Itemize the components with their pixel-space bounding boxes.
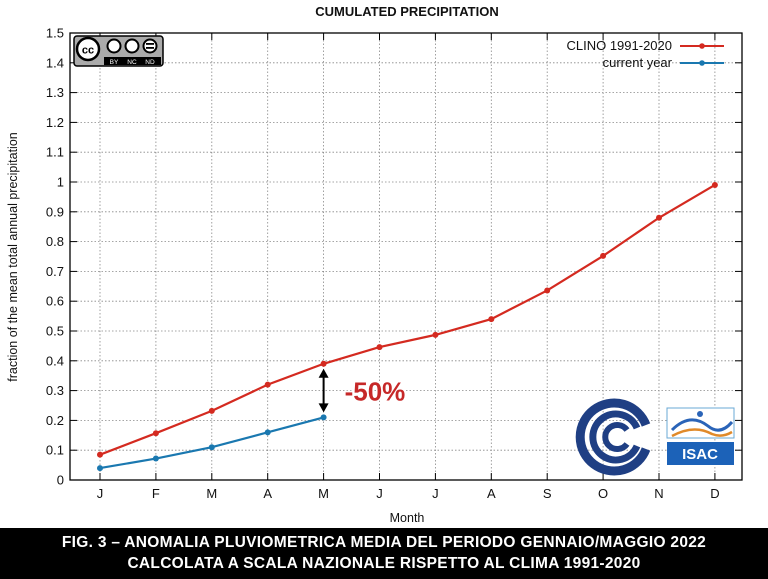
legend-label-clino: CLINO 1991-2020	[566, 38, 672, 53]
data-point-clino	[208, 407, 215, 414]
x-tick-label: S	[543, 486, 552, 501]
nc-label: NC	[127, 59, 137, 66]
x-tick-label: O	[598, 486, 608, 501]
x-tick-label: A	[487, 486, 496, 501]
data-point-current-year	[152, 455, 159, 462]
y-tick-label: 0.5	[46, 324, 64, 339]
data-point-clino	[711, 181, 718, 188]
y-tick-label: 0.8	[46, 234, 64, 249]
data-point-clino	[432, 331, 439, 338]
data-point-clino	[97, 451, 103, 458]
cnr-logo	[575, 398, 651, 476]
chart-title: CUMULATED PRECIPITATION	[315, 4, 498, 19]
x-tick-label: D	[710, 486, 719, 501]
y-tick-label: 0.3	[46, 383, 64, 398]
cc-icon	[75, 36, 101, 62]
anomaly-arrow-head-top	[318, 368, 329, 378]
by-icon	[106, 38, 122, 54]
x-tick-label: A	[263, 486, 272, 501]
y-tick-label: 0.2	[46, 413, 64, 428]
legend-marker-current	[699, 60, 705, 66]
grid	[70, 33, 742, 480]
y-tick-label: 0.1	[46, 443, 64, 458]
anomaly-arrow-head-bottom	[318, 403, 329, 413]
data-point-current-year	[320, 414, 327, 421]
data-point-clino	[376, 344, 383, 351]
data-point-clino	[488, 316, 495, 323]
x-tick-label: J	[97, 486, 104, 501]
y-tick-label: 0.9	[46, 204, 64, 219]
x-tick-label: J	[432, 486, 439, 501]
nc-icon	[124, 38, 140, 54]
figure-caption: FIG. 3 – ANOMALIA PLUVIOMETRICA MEDIA DE…	[0, 528, 768, 579]
plot-frame	[69, 32, 743, 481]
nd-label: ND	[145, 59, 155, 66]
anomaly-label: -50%	[345, 377, 406, 407]
series	[97, 181, 718, 472]
x-tick-label: J	[376, 486, 383, 501]
caption-line-1: FIG. 3 – ANOMALIA PLUVIOMETRICA MEDIA DE…	[61, 534, 707, 551]
chart: CUMULATED PRECIPITATION 0 0.1 0.2 0.3 0.4 0.5…	[6, 4, 743, 525]
legend: CLINO 1991-2020 current year	[566, 38, 724, 70]
y-tick-label: 0.6	[46, 294, 64, 309]
by-label: BY	[110, 59, 119, 66]
anomaly-annotation: -50%	[318, 368, 407, 413]
series-line-clino	[99, 184, 716, 456]
caption-line-2: CALCOLATA A SCALA NAZIONALE RISPETTO AL …	[127, 555, 641, 572]
nd-icon	[142, 38, 158, 54]
y-axis-title: fraction of the mean total annual precip…	[6, 132, 20, 382]
x-tick-label: N	[654, 486, 663, 501]
y-tick-label: 0.4	[46, 353, 64, 368]
x-axis-title: Month	[390, 511, 425, 525]
data-point-clino	[320, 360, 327, 367]
x-tick-label: M	[206, 486, 217, 501]
data-point-clino	[264, 381, 271, 388]
y-tick-label: 0	[57, 473, 64, 488]
y-tick-label: 1.1	[46, 145, 64, 160]
data-point-current-year	[208, 444, 215, 451]
y-tick-label: 0.7	[46, 264, 64, 279]
data-point-clino	[544, 287, 551, 294]
isac-logo-text: ISAC	[682, 446, 718, 463]
cc-license-badge: cc BY NC ND	[73, 35, 164, 67]
isac-logo: ISAC	[666, 407, 735, 465]
data-point-clino	[600, 252, 607, 259]
y-axis: 0 0.1 0.2 0.3 0.4 0.5 0.6 0.7 0.8 0.9 1 1.1 1.2 1.3 1.…	[46, 26, 742, 488]
legend-label-current: current year	[603, 55, 673, 70]
y-tick-label: 1.2	[46, 115, 64, 130]
y-tick-label: 1.3	[46, 85, 64, 100]
data-point-clino	[656, 214, 662, 221]
data-point-current-year	[97, 465, 103, 472]
x-tick-label: F	[152, 486, 160, 501]
y-tick-label: 1.5	[46, 26, 64, 41]
x-tick-label: M	[318, 486, 329, 501]
data-point-current-year	[264, 429, 271, 436]
data-point-clino	[152, 430, 159, 437]
y-tick-label: 1.4	[46, 55, 64, 70]
cc-icon-label: cc	[82, 45, 94, 57]
legend-marker-clino	[699, 43, 705, 49]
y-tick-label: 1	[57, 175, 64, 190]
